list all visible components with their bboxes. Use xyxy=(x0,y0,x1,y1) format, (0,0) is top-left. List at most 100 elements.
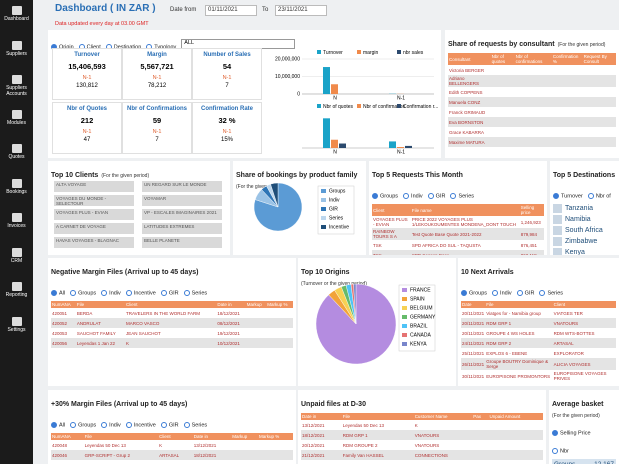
radio-option[interactable]: Turnover xyxy=(553,192,583,199)
radio-option[interactable]: Groups xyxy=(70,421,96,428)
destination-item: Namibia xyxy=(553,215,616,224)
sidebar-item[interactable]: Dashboard xyxy=(0,6,33,22)
table-cell: ALICIA VOYAGES xyxy=(552,358,616,370)
radio-option[interactable]: Indiv xyxy=(101,289,121,296)
legend-swatch xyxy=(357,50,361,54)
radio-option[interactable]: GIR xyxy=(427,192,445,199)
radio-option[interactable]: Groups xyxy=(461,289,487,296)
panel-header: Average basket xyxy=(552,393,616,411)
column-header: File xyxy=(485,301,553,308)
radio-option[interactable]: Incentive xyxy=(125,289,156,296)
radio-option[interactable]: Series xyxy=(183,421,208,428)
table-row: VOYAGES PLUS - EVIAN PRICE 2022 VOYAGES P… xyxy=(372,216,544,228)
column-header: Markup xyxy=(231,433,258,440)
legend-label: Turnover xyxy=(323,50,343,56)
sidebar-item[interactable]: Invoices xyxy=(0,213,33,229)
date-to-input[interactable]: 23/11/2021 xyxy=(275,5,327,16)
kpi-prev-label: N-1 xyxy=(82,129,92,135)
basket-row: Groups 12,167 xyxy=(552,459,616,464)
table-cell: JEAN SAUCHOT xyxy=(125,330,161,336)
panel-title: Top 5 Destinations xyxy=(553,172,616,179)
radio-option[interactable]: Indiv xyxy=(403,192,423,199)
radio-option[interactable]: Series xyxy=(450,192,474,199)
radio-option[interactable]: Incentive xyxy=(125,421,156,428)
table-cell: 862,118 xyxy=(519,250,544,255)
destination-rank xyxy=(553,226,562,235)
sidebar-item[interactable]: Bookings xyxy=(0,178,33,195)
table-cell: 19/12/2021 xyxy=(217,330,240,336)
table-cell xyxy=(515,107,552,117)
pie-slice xyxy=(353,283,357,325)
sidebar-item[interactable]: Modules xyxy=(0,109,33,126)
table-cell: K xyxy=(124,338,217,348)
negative-margin-panel: Negative Margin Files (Arrival up to 45 … xyxy=(48,258,296,386)
bar xyxy=(405,145,412,148)
x-tick-label: N xyxy=(333,149,337,155)
radio-label: Series xyxy=(191,422,208,428)
radio-option[interactable]: Series xyxy=(539,289,564,296)
client-item: UN REGARD SUR LE MONDE xyxy=(142,181,222,192)
sidebar-item[interactable]: Suppliers Accounts xyxy=(0,75,33,97)
radio-circle xyxy=(492,289,499,296)
column-header: File xyxy=(341,413,414,420)
column-header: Client xyxy=(158,433,193,440)
bar xyxy=(389,141,396,148)
table-cell: RDM GRP 2 xyxy=(485,338,553,348)
destination-item: Kenya xyxy=(553,248,616,255)
radio-option[interactable]: Groups xyxy=(372,192,398,199)
radio-option[interactable]: GIR xyxy=(160,421,179,428)
date-from-input[interactable]: 01/11/2021 xyxy=(205,5,257,16)
legend-swatch xyxy=(402,315,407,319)
radio-option[interactable]: Groups xyxy=(70,289,96,296)
radio-label: Indiv xyxy=(500,290,512,296)
kpi-value: 212 xyxy=(80,116,94,125)
destinations-panel: Top 5 Destinations Turnover Nbr of Tanzania… xyxy=(550,161,619,255)
table-cell xyxy=(552,107,583,117)
table-cell: Victoria BERGER xyxy=(449,67,485,73)
sidebar-icon xyxy=(11,178,22,188)
table-cell xyxy=(514,97,552,107)
sidebar-icon xyxy=(11,316,22,326)
destination-item: Zimbabwe xyxy=(553,237,616,246)
panel-title: Share of requests by consultant xyxy=(448,41,555,48)
legend-swatch xyxy=(402,288,407,292)
table-cell: GROUPE 4 WS HOLES xyxy=(486,330,535,336)
data-table: Consultant Nbr of quotes Nbr of confirmati… xyxy=(448,53,616,147)
sidebar-item[interactable]: CRM xyxy=(0,247,33,264)
radio-option[interactable]: Nbr of xyxy=(587,192,611,199)
radio-label: Series xyxy=(547,290,564,296)
panel-header: Top 5 Requests This Month xyxy=(372,164,544,182)
table-cell: SPD Season Base xyxy=(410,250,520,255)
data-table: Client File name Selling price VOYAGES PLUS… xyxy=(372,204,544,255)
bar-chart: Nbr of quotes Nbr of confirmationConfirma… xyxy=(302,104,438,155)
table-cell: ARTASAL xyxy=(158,450,193,460)
sidebar-item[interactable]: Settings xyxy=(0,316,33,333)
sidebar-label: Settings xyxy=(7,326,26,333)
origins-panel: Top 10 Origins (Turnover or the given per… xyxy=(298,258,456,386)
radio-option[interactable]: Series xyxy=(183,289,207,296)
sidebar-item[interactable]: Suppliers xyxy=(0,40,33,57)
table-cell: Maxime MATURA xyxy=(448,137,491,147)
radio-option[interactable]: GIR xyxy=(160,289,179,296)
table-header-row: NumANA File Client Date in Markup Markup % xyxy=(51,433,293,440)
table-cell xyxy=(266,328,293,338)
sidebar-item[interactable]: Reporting xyxy=(0,282,33,298)
sidebar-label: Bookings xyxy=(6,188,27,195)
legend-label: Groups xyxy=(329,188,346,194)
kpi-prev: 15% xyxy=(220,137,233,143)
radio-option[interactable]: Indiv xyxy=(492,289,512,296)
panel-header: Top 10 Clients (For the given period) xyxy=(51,164,227,182)
column-header: Nbr of quotes xyxy=(490,53,515,65)
radio-option[interactable]: All xyxy=(51,421,65,428)
radio-option[interactable]: Selling Price xyxy=(552,429,591,436)
radio-option[interactable]: GIR xyxy=(516,289,534,296)
bookings-panel: Share of bookings by product family (For … xyxy=(233,161,366,255)
radio-option[interactable]: Indiv xyxy=(101,421,121,428)
table-row: Victoria BERGER xyxy=(448,65,616,75)
radio-option[interactable]: Nbr xyxy=(552,447,569,454)
radio-option[interactable]: All xyxy=(51,289,65,296)
sidebar-item[interactable]: Quotes xyxy=(0,144,33,160)
panel-header: Share of bookings by product family xyxy=(236,164,363,182)
column-header: Confirmation % xyxy=(551,53,583,65)
table-cell xyxy=(488,450,543,460)
